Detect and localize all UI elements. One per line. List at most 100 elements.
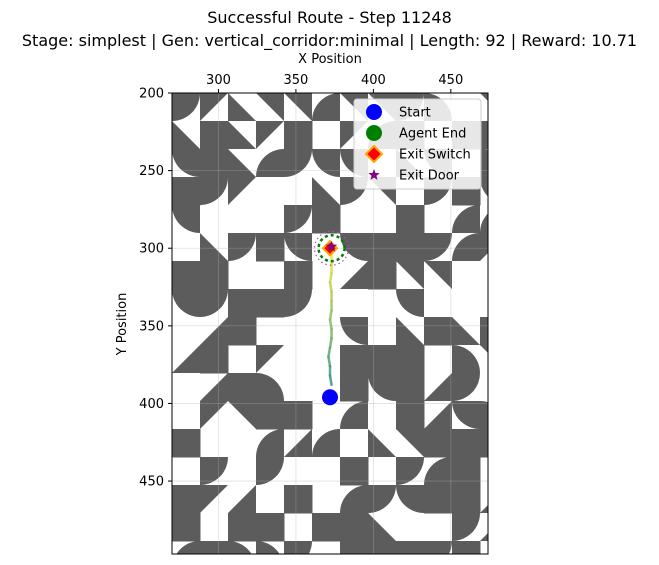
tile-triangle <box>228 485 256 513</box>
tile-solid <box>396 373 425 402</box>
chart-subtitle: Stage: simplest | Gen: vertical_corridor… <box>21 31 638 50</box>
tile-solid <box>172 513 201 542</box>
tile-quarter-circle <box>480 213 488 233</box>
tile-quarter-circle <box>452 345 480 373</box>
tile-quarter-circle <box>256 373 284 401</box>
start-marker <box>322 389 338 406</box>
tile-solid <box>340 513 369 542</box>
tile-triangle <box>200 373 228 401</box>
tile-triangle <box>368 513 396 541</box>
tile-triangle <box>396 261 424 289</box>
tile-quarter-circle <box>396 485 424 513</box>
tile-triangle <box>312 177 340 205</box>
tile-triangle <box>228 177 256 205</box>
trajectory-segment <box>327 355 332 368</box>
tile-quarter-circle <box>228 233 256 261</box>
tile-quarter-circle <box>312 429 340 457</box>
tile-quarter-circle <box>340 485 368 513</box>
tile-quarter-circle <box>256 429 284 457</box>
tile-solid <box>312 205 341 234</box>
tile-triangle <box>200 401 228 429</box>
tile-solid <box>256 233 285 262</box>
tile-triangle <box>424 261 452 289</box>
tile-triangle <box>256 93 284 121</box>
legend: Start Agent End Exit Switch Exit Door <box>353 98 482 190</box>
tile-solid <box>228 289 257 318</box>
tile-quarter-circle <box>452 233 480 261</box>
tile-quarter-circle <box>284 289 312 317</box>
y-tick-label: 200 <box>139 87 164 102</box>
tile-solid <box>172 485 201 514</box>
tile-quarter-circle <box>200 289 228 317</box>
legend-marker-circle <box>366 125 382 141</box>
tile-solid <box>172 261 201 290</box>
x-tick-label: 350 <box>284 73 309 88</box>
y-tick-label: 250 <box>139 164 164 179</box>
tile-quarter-circle <box>284 205 312 233</box>
tile-solid <box>480 429 488 458</box>
tile-quarter-circle <box>284 149 312 177</box>
tile-solid <box>256 513 285 542</box>
tile-triangle <box>480 505 488 513</box>
x-ticks: 300 350 400 450 <box>206 73 463 93</box>
tile-quarter-circle <box>172 149 200 177</box>
tile-quarter-circle <box>452 401 480 429</box>
tile-solid <box>396 401 425 430</box>
legend-box <box>353 98 482 190</box>
tile-solid <box>368 233 397 262</box>
tile-solid <box>396 205 425 234</box>
tile-solid <box>452 485 481 514</box>
tile-quarter-circle <box>368 373 396 401</box>
tile-quarter-circle <box>172 93 200 121</box>
tile-quarter-circle <box>480 149 488 177</box>
tile-triangle <box>284 93 312 121</box>
tile-solid <box>284 121 313 150</box>
y-tick-label: 350 <box>139 319 164 334</box>
tile-quarter-circle <box>340 317 368 345</box>
tile-quarter-circle <box>312 149 340 177</box>
tile-quarter-circle <box>452 205 480 233</box>
tile-triangle <box>228 93 256 121</box>
legend-marker-star <box>368 169 380 180</box>
tile-solid <box>200 121 229 150</box>
tile-quarter-circle <box>424 233 452 261</box>
tile-triangle <box>256 345 284 373</box>
tile-triangle <box>228 149 256 177</box>
plot-frame <box>171 92 489 555</box>
tile-triangle <box>480 233 488 261</box>
tile-solid <box>396 541 425 554</box>
legend-label: Agent End <box>399 127 466 142</box>
tile-solid <box>340 457 369 486</box>
tile-solid <box>368 541 397 554</box>
legend-label: Exit Switch <box>399 148 471 163</box>
trajectory-segment <box>328 309 333 321</box>
y-ticks: 200 250 300 350 400 450 <box>139 87 172 490</box>
tile-quarter-circle <box>424 457 452 485</box>
tile-triangle <box>172 121 200 149</box>
tile-triangle <box>424 401 452 429</box>
tile-quarter-circle <box>200 177 228 205</box>
tile-triangle <box>396 429 424 457</box>
trajectory-segment <box>328 336 333 349</box>
tile-triangle <box>452 317 480 345</box>
tile-quarter-circle <box>256 541 284 554</box>
legend-marker-diamond <box>364 144 384 164</box>
tile-quarter-circle <box>312 93 340 121</box>
tile-solid <box>228 317 257 346</box>
tile-triangle <box>340 261 368 289</box>
tile-quarter-circle <box>340 401 368 429</box>
tile-solid <box>200 149 229 178</box>
trajectory-segment <box>328 374 333 387</box>
x-tick-label: 450 <box>438 73 463 88</box>
trajectory-segment <box>328 318 333 331</box>
tile-triangle <box>200 485 228 513</box>
tile-solid <box>284 485 313 514</box>
tile-triangle <box>228 401 256 429</box>
tile-solid <box>200 345 229 374</box>
legend-label: Exit Door <box>399 169 460 184</box>
tile-triangle <box>424 373 452 401</box>
tile-solid <box>480 317 488 346</box>
tile-solid <box>452 457 481 486</box>
tile-solid <box>424 317 453 346</box>
trajectory-segment <box>328 281 333 293</box>
